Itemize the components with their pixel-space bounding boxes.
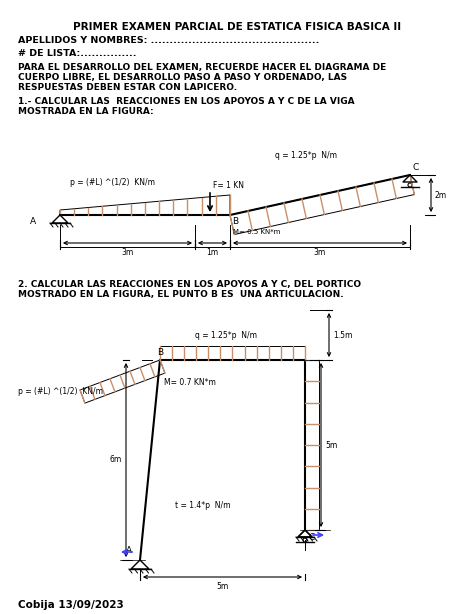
Text: C: C xyxy=(309,533,315,542)
Text: PRIMER EXAMEN PARCIAL DE ESTATICA FISICA BASICA II: PRIMER EXAMEN PARCIAL DE ESTATICA FISICA… xyxy=(73,22,401,32)
Text: 5m: 5m xyxy=(216,582,228,591)
Text: # DE LISTA:...............: # DE LISTA:............... xyxy=(18,49,137,58)
Text: C: C xyxy=(413,163,419,172)
Text: B: B xyxy=(157,348,163,357)
Text: F= 1 KN: F= 1 KN xyxy=(213,181,244,190)
Text: 3m: 3m xyxy=(121,248,134,257)
Text: 1m: 1m xyxy=(207,248,219,257)
Text: M= 0.7 KN*m: M= 0.7 KN*m xyxy=(164,378,216,387)
Text: B: B xyxy=(232,217,238,226)
Text: 6m: 6m xyxy=(110,456,122,465)
Text: 2m: 2m xyxy=(435,190,447,200)
Text: t = 1.4*p  N/m: t = 1.4*p N/m xyxy=(175,501,230,510)
Text: 1.5m: 1.5m xyxy=(333,330,352,340)
Text: 3m: 3m xyxy=(314,248,326,257)
Text: APELLIDOS Y NOMBRES: .............................................: APELLIDOS Y NOMBRES: ...................… xyxy=(18,36,319,45)
Text: p = (#L) ^(1/2)  KN/m: p = (#L) ^(1/2) KN/m xyxy=(18,387,103,397)
Text: MOSTRADA EN LA FIGURA:: MOSTRADA EN LA FIGURA: xyxy=(18,107,154,116)
Text: 5m: 5m xyxy=(325,440,337,449)
Text: q = 1.25*p  N/m: q = 1.25*p N/m xyxy=(275,151,337,160)
Text: 2. CALCULAR LAS REACCIONES EN LOS APOYOS A Y C, DEL PORTICO: 2. CALCULAR LAS REACCIONES EN LOS APOYOS… xyxy=(18,280,361,289)
Text: M= 0.5 KN*m: M= 0.5 KN*m xyxy=(233,229,281,235)
Text: q = 1.25*p  N/m: q = 1.25*p N/m xyxy=(195,331,257,340)
Text: RESPUESTAS DEBEN ESTAR CON LAPICERO.: RESPUESTAS DEBEN ESTAR CON LAPICERO. xyxy=(18,83,237,92)
Text: Cobija 13/09/2023: Cobija 13/09/2023 xyxy=(18,600,124,610)
Text: MOSTRADO EN LA FIGURA, EL PUNTO B ES  UNA ARTICULACION.: MOSTRADO EN LA FIGURA, EL PUNTO B ES UNA… xyxy=(18,290,344,299)
Text: A: A xyxy=(30,217,36,226)
Text: A: A xyxy=(126,546,132,555)
Text: p = (#L) ^(1/2)  KN/m: p = (#L) ^(1/2) KN/m xyxy=(70,178,155,187)
Text: CUERPO LIBRE, EL DESARROLLO PASO A PASO Y ORDENADO, LAS: CUERPO LIBRE, EL DESARROLLO PASO A PASO … xyxy=(18,73,347,82)
Text: 1.- CALCULAR LAS  REACCIONES EN LOS APOYOS A Y C DE LA VIGA: 1.- CALCULAR LAS REACCIONES EN LOS APOYO… xyxy=(18,97,355,106)
Text: PARA EL DESARROLLO DEL EXAMEN, RECUERDE HACER EL DIAGRAMA DE: PARA EL DESARROLLO DEL EXAMEN, RECUERDE … xyxy=(18,63,386,72)
